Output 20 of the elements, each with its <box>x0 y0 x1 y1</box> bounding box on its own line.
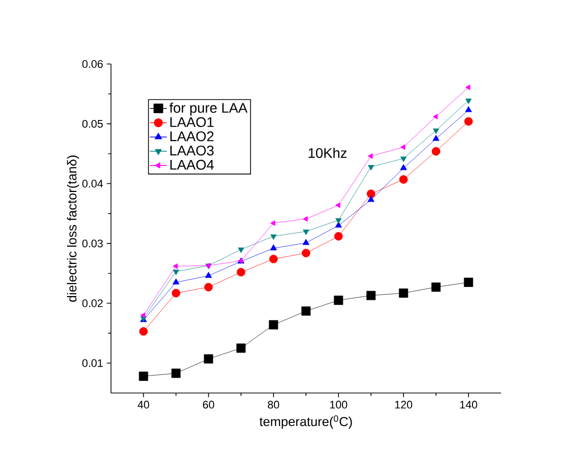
legend-label: LAAO3 <box>170 146 214 156</box>
y-tick-label: 0.04 <box>82 180 103 188</box>
annotation: 10Khz <box>308 148 347 158</box>
x-tick-label: 60 <box>202 400 214 409</box>
legend-label: for pure LAA <box>169 102 248 116</box>
x-tick-label: 140 <box>460 400 478 409</box>
y-tick-label: 0.01 <box>82 359 103 367</box>
x-axis-title: temperature($^{0}$C) <box>260 415 352 429</box>
x-tick-label: 120 <box>395 400 412 409</box>
y-tick-label: 0.05 <box>82 120 103 128</box>
legend-label: LAAO1 <box>170 117 214 128</box>
x-tick-label: 40 <box>138 400 150 409</box>
legend-label: LAAO4 <box>170 160 214 170</box>
y-axis-title: dielectric loss factor(tanδ) <box>66 156 80 302</box>
y-tick-label: 0.03 <box>82 240 103 248</box>
y-tick-label: 0.02 <box>82 299 103 308</box>
x-tick-label: 80 <box>268 400 280 409</box>
y-tick-label: 0.06 <box>82 60 103 68</box>
legend-label: LAAO2 <box>170 131 214 142</box>
x-tick-label: 100 <box>330 400 348 409</box>
